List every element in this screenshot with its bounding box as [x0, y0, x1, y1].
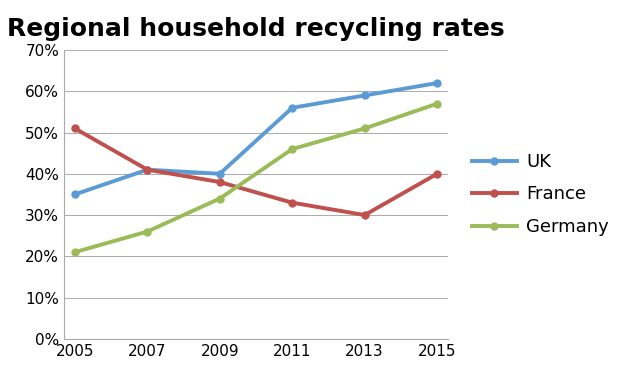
Germany	[216, 196, 223, 201]
UK	[361, 93, 369, 98]
UK	[71, 192, 79, 197]
Germany	[289, 147, 296, 151]
Line: Germany: Germany	[72, 100, 440, 256]
Germany	[361, 126, 369, 131]
France	[143, 167, 151, 172]
France	[361, 213, 369, 218]
Line: UK: UK	[72, 80, 440, 198]
Germany	[433, 101, 441, 106]
UK	[216, 171, 223, 176]
France	[289, 200, 296, 205]
France	[71, 126, 79, 131]
France	[216, 180, 223, 184]
UK	[433, 81, 441, 85]
UK	[143, 167, 151, 172]
Germany	[143, 229, 151, 234]
UK	[289, 105, 296, 110]
Line: France: France	[72, 125, 440, 219]
France	[433, 171, 441, 176]
Germany	[71, 250, 79, 254]
Title: Regional household recycling rates: Regional household recycling rates	[7, 17, 505, 41]
Legend: UK, France, Germany: UK, France, Germany	[465, 146, 616, 243]
